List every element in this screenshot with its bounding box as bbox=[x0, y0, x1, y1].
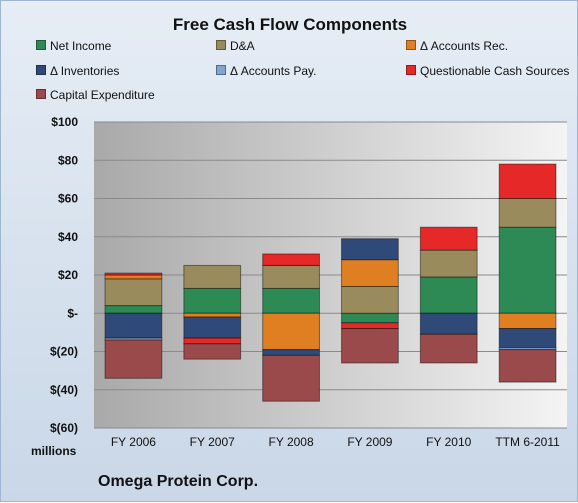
bar-segment bbox=[183, 264, 242, 289]
legend-label: Δ Accounts Rec. bbox=[420, 39, 509, 53]
x-tick-label: TTM 6-2011 bbox=[495, 435, 560, 449]
bar-segment bbox=[183, 312, 242, 318]
bar-segment bbox=[341, 322, 399, 330]
company-name: Omega Protein Corp. bbox=[98, 473, 259, 490]
legend-item: D&A bbox=[216, 39, 255, 53]
legend-swatch bbox=[406, 65, 416, 75]
bar-segment bbox=[262, 349, 320, 356]
y-tick-label: $80 bbox=[58, 153, 78, 167]
bar-segment bbox=[419, 276, 478, 314]
legend-item: Capital Expenditure bbox=[36, 88, 155, 102]
legend-swatch bbox=[406, 40, 416, 50]
bar-segment bbox=[262, 253, 320, 266]
bar-segment bbox=[104, 339, 163, 379]
legend-label: Δ Accounts Pay. bbox=[230, 64, 317, 78]
bar-segment bbox=[104, 274, 163, 280]
bar-segment bbox=[341, 285, 399, 314]
bar-segment bbox=[341, 259, 399, 287]
bar-segment bbox=[498, 198, 557, 228]
x-tick-label: FY 2006 bbox=[111, 435, 156, 449]
bar-segment bbox=[419, 226, 478, 251]
y-tick-label: $(20) bbox=[50, 345, 78, 359]
y-tick-label: $60 bbox=[58, 192, 78, 206]
legend-item: Δ Accounts Rec. bbox=[406, 39, 508, 53]
x-tick-label: FY 2007 bbox=[190, 435, 235, 449]
y-tick-label: $(60) bbox=[50, 421, 78, 435]
bar-segment bbox=[104, 278, 163, 307]
legend-swatch bbox=[36, 89, 46, 99]
bar-segment bbox=[341, 238, 399, 261]
legend: Net Income D&A Δ Accounts Rec. Δ Inventorie… bbox=[1, 1, 578, 111]
bar-segment bbox=[498, 312, 557, 330]
bar-segment bbox=[498, 328, 557, 349]
bar-segment bbox=[104, 305, 163, 314]
bar-segment bbox=[183, 337, 242, 345]
units-label: millions bbox=[31, 444, 77, 458]
legend-label: Δ Inventories bbox=[50, 64, 120, 78]
legend-label: D&A bbox=[230, 39, 255, 53]
legend-swatch bbox=[216, 65, 226, 75]
legend-swatch bbox=[216, 40, 226, 50]
legend-swatch bbox=[36, 40, 46, 50]
chart-title: Free Cash Flow Components bbox=[172, 15, 408, 34]
x-tick-label: FY 2008 bbox=[269, 435, 314, 449]
y-tick-label: $- bbox=[67, 306, 78, 320]
legend-label: Capital Expenditure bbox=[50, 88, 155, 102]
bar-segment bbox=[262, 312, 320, 351]
legend-item: Net Income bbox=[36, 39, 111, 53]
x-tick-label: FY 2010 bbox=[426, 435, 471, 449]
bar-segment bbox=[183, 316, 242, 339]
legend-item: Questionable Cash Sources bbox=[406, 64, 569, 78]
legend-item: Δ Accounts Pay. bbox=[216, 64, 317, 78]
y-tick-label: $100 bbox=[51, 115, 78, 129]
bar-segment bbox=[419, 333, 478, 364]
bar-segment bbox=[262, 264, 320, 289]
legend-item: Δ Inventories bbox=[36, 64, 119, 78]
bar-segment bbox=[262, 287, 320, 314]
bar-segment bbox=[183, 287, 242, 314]
bar-segment bbox=[498, 226, 557, 314]
bar-segment bbox=[341, 328, 399, 364]
bar-segment bbox=[104, 272, 163, 276]
bar-segment bbox=[498, 349, 557, 383]
bar-segment bbox=[183, 343, 242, 360]
bar-segment bbox=[341, 312, 399, 324]
legend-swatch bbox=[36, 65, 46, 75]
bar-segment bbox=[419, 249, 478, 278]
legend-label: Net Income bbox=[50, 39, 112, 53]
y-tick-label: $(40) bbox=[50, 383, 78, 397]
x-tick-label: FY 2009 bbox=[347, 435, 392, 449]
y-tick-label: $20 bbox=[58, 268, 78, 282]
y-tick-label: $40 bbox=[58, 230, 78, 244]
bar-segment bbox=[262, 354, 320, 402]
bar-segment bbox=[104, 312, 163, 339]
bar-segment bbox=[419, 312, 478, 335]
bar-segment bbox=[498, 163, 557, 199]
legend-label: Questionable Cash Sources bbox=[420, 64, 570, 78]
